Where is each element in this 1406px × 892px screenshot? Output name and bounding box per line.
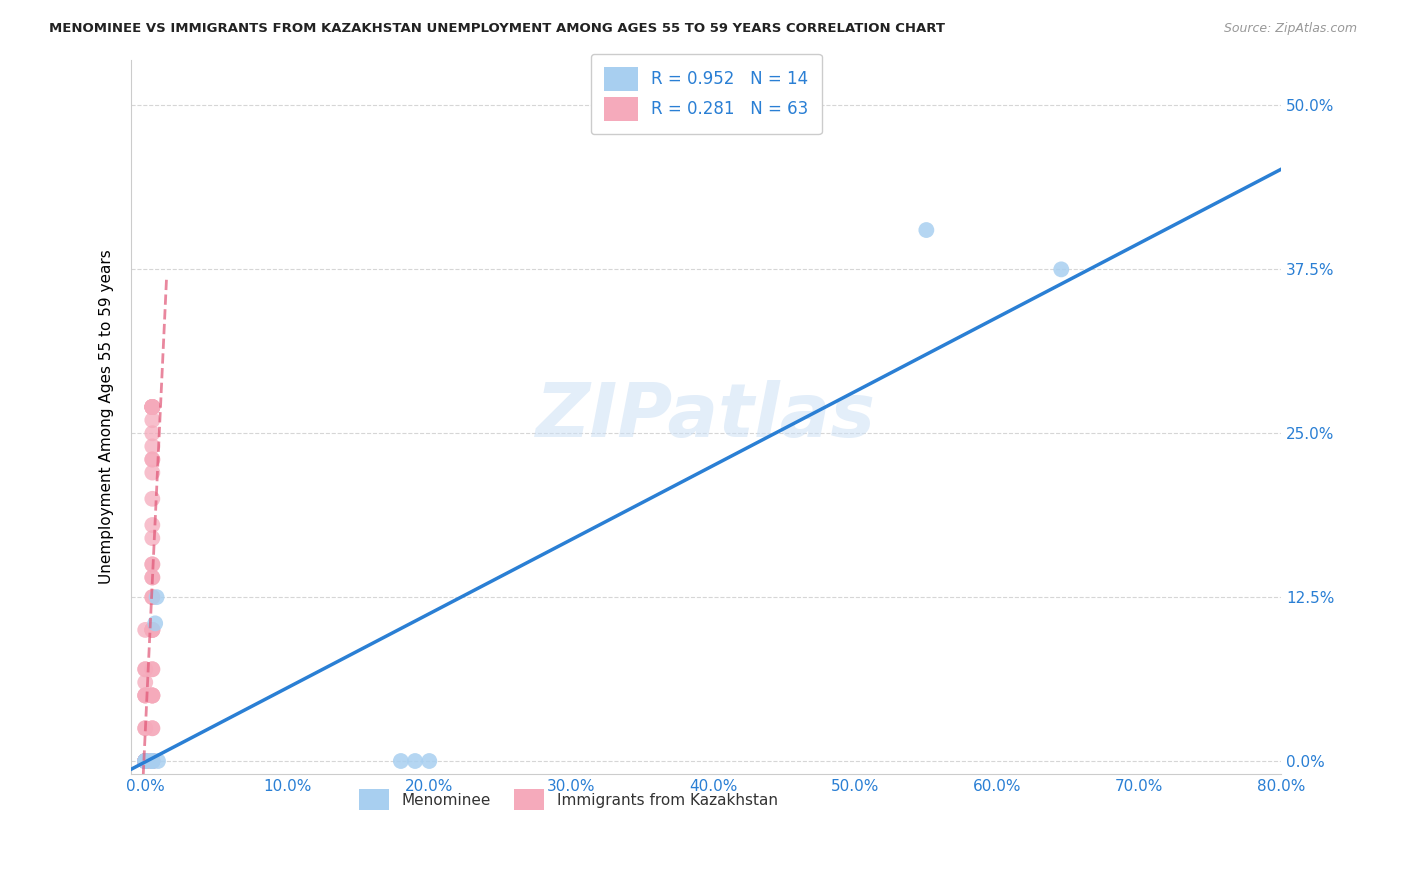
Point [141,721,163,735]
Point [141,452,163,467]
Point [915,223,938,237]
Point [141,452,163,467]
Point [134,754,156,768]
Point [141,531,163,545]
Point [141,400,163,414]
Point [134,675,156,690]
Point [134,754,156,768]
Point [141,689,163,703]
Point [141,754,163,768]
Point [134,754,156,768]
Text: Source: ZipAtlas.com: Source: ZipAtlas.com [1223,22,1357,36]
Point [134,754,156,768]
Text: ZIPatlas: ZIPatlas [536,380,876,453]
Point [141,754,163,768]
Point [141,689,163,703]
Point [134,754,156,768]
Point [134,754,156,768]
Point [141,689,163,703]
Text: MENOMINEE VS IMMIGRANTS FROM KAZAKHSTAN UNEMPLOYMENT AMONG AGES 55 TO 59 YEARS C: MENOMINEE VS IMMIGRANTS FROM KAZAKHSTAN … [49,22,945,36]
Point [134,721,156,735]
Point [134,662,156,676]
Point [143,616,166,631]
Point [141,623,163,637]
Point [389,754,412,768]
Point [134,754,156,768]
Point [141,400,163,414]
Point [141,590,163,604]
Point [141,400,163,414]
Point [141,623,163,637]
Point [141,570,163,584]
Point [145,590,167,604]
Point [141,400,163,414]
Point [134,754,156,768]
Point [141,590,163,604]
Point [134,754,156,768]
Point [141,754,163,768]
Point [141,400,163,414]
Point [134,689,156,703]
Point [141,721,163,735]
Point [134,754,156,768]
Point [141,426,163,441]
Point [141,400,163,414]
Point [141,413,163,427]
Point [141,466,163,480]
Point [134,689,156,703]
Point [134,754,156,768]
Point [141,754,163,768]
Point [141,662,163,676]
Point [134,754,156,768]
Point [134,754,156,768]
Point [141,558,163,572]
Point [141,570,163,584]
Point [134,623,156,637]
Point [141,689,163,703]
Point [1050,262,1073,277]
Point [141,754,163,768]
Point [134,754,156,768]
Point [134,721,156,735]
Point [141,754,163,768]
Point [141,623,163,637]
Legend: Menominee, Immigrants from Kazakhstan: Menominee, Immigrants from Kazakhstan [353,782,783,816]
Point [418,754,440,768]
Point [141,754,163,768]
Point [141,754,163,768]
Y-axis label: Unemployment Among Ages 55 to 59 years: Unemployment Among Ages 55 to 59 years [100,250,114,584]
Point [141,754,163,768]
Point [141,623,163,637]
Point [134,662,156,676]
Point [404,754,426,768]
Point [141,491,163,506]
Point [134,689,156,703]
Point [141,400,163,414]
Point [134,754,156,768]
Point [134,754,156,768]
Point [141,662,163,676]
Point [134,754,156,768]
Point [141,558,163,572]
Point [146,754,169,768]
Point [141,518,163,533]
Point [141,439,163,453]
